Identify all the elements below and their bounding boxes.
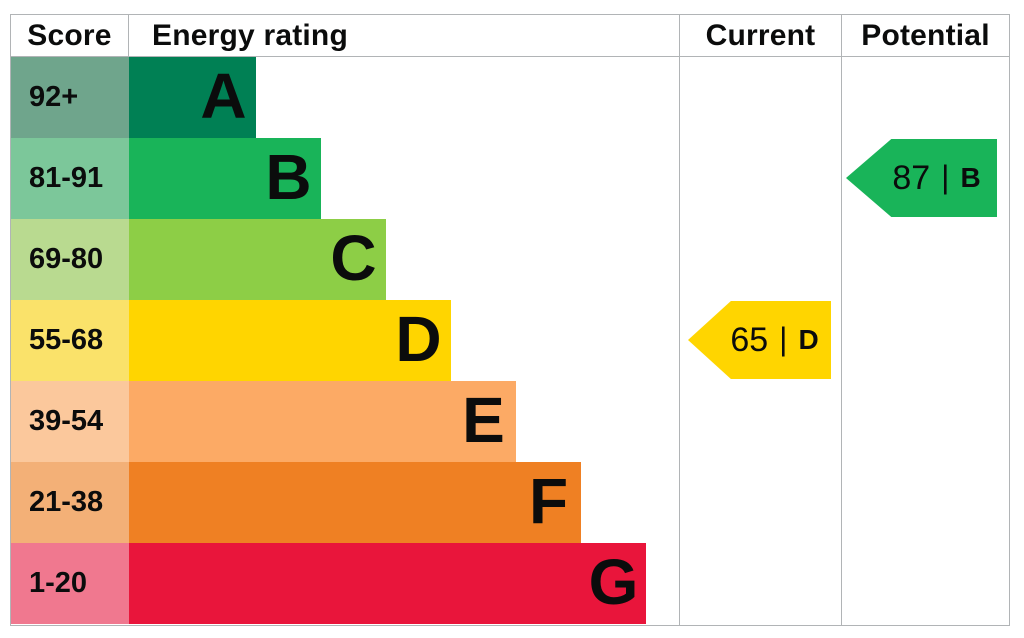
current-arrow: 65 | D [688,301,831,379]
score-range-d: 55-68 [11,300,129,381]
score-range-e: 39-54 [11,381,129,462]
band-row-g: 1-20 G [11,543,679,624]
epc-chart: Score Energy rating Current Potential 92… [10,14,1010,626]
score-range-a: 92+ [11,57,129,138]
band-letter-b: B [265,140,312,213]
header-score: Score [11,15,129,56]
score-range-g: 1-20 [11,543,129,624]
header-current: Current [705,18,816,52]
current-column-divider [679,15,680,625]
header-row: Score Energy rating Current Potential [11,15,1009,57]
rating-bar-g: G [129,543,646,624]
band-letter-c: C [330,221,377,294]
potential-score-value: 87 [892,158,931,197]
band-letter-g: G [588,545,639,618]
band-row-b: 81-91 B [11,138,679,219]
current-score-value: 65 [730,320,769,359]
separator-pipe: | [779,320,788,357]
band-row-a: 92+ A [11,57,679,138]
rating-bar-d: D [129,300,451,381]
band-row-f: 21-38 F [11,462,679,543]
rating-bar-a: A [129,57,256,138]
band-letter-d: D [395,302,442,375]
score-range-c: 69-80 [11,219,129,300]
band-row-d: 55-68 D [11,300,679,381]
score-range-b: 81-91 [11,138,129,219]
band-letter-a: A [200,59,247,132]
rating-bar-f: F [129,462,581,543]
potential-arrow: 87 | B [846,139,997,217]
rating-bar-b: B [129,138,321,219]
band-row-e: 39-54 E [11,381,679,462]
rating-bar-c: C [129,219,386,300]
rating-bar-e: E [129,381,516,462]
score-range-f: 21-38 [11,462,129,543]
current-band-letter: D [798,324,819,355]
band-letter-e: E [462,383,505,456]
band-row-c: 69-80 C [11,219,679,300]
header-potential: Potential [861,18,990,52]
header-energy-rating: Energy rating [152,18,348,52]
separator-pipe: | [941,158,950,195]
band-letter-f: F [528,464,569,537]
potential-band-letter: B [960,162,981,193]
potential-column-divider [841,15,842,625]
